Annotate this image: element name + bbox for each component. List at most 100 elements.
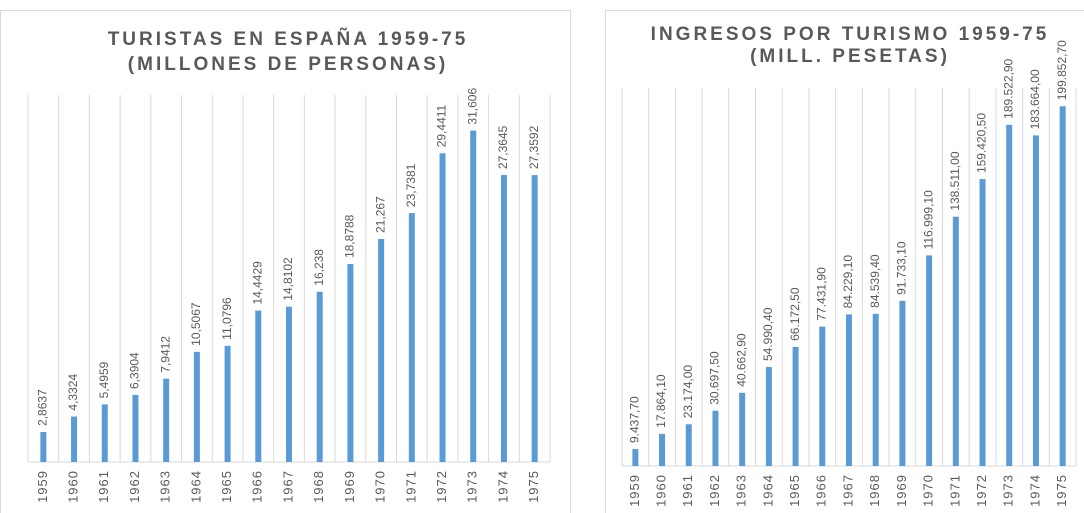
- bar: [439, 153, 446, 462]
- x-tick-label: 1967: [840, 474, 855, 507]
- x-tick-label: 1975: [526, 470, 541, 503]
- bar: [224, 345, 231, 462]
- data-label: 18,8788: [343, 214, 357, 258]
- x-tick-label: 1969: [342, 470, 357, 503]
- x-tick-label: 1968: [311, 470, 326, 503]
- x-tick-label: 1962: [707, 474, 722, 507]
- bar: [193, 351, 200, 462]
- x-tick-label: 1966: [250, 470, 265, 503]
- data-label: 9.437,70: [628, 396, 642, 443]
- x-tick-label: 1961: [680, 474, 695, 507]
- bar: [286, 306, 292, 462]
- data-label: 91.733,10: [895, 241, 909, 295]
- data-label: 23,7381: [404, 163, 418, 207]
- data-label: 23.174,00: [681, 365, 695, 419]
- x-tick-label: 1959: [35, 470, 50, 503]
- data-label: 84.539,40: [868, 254, 882, 308]
- data-label: 6,3904: [128, 352, 142, 389]
- bar: [408, 213, 415, 462]
- x-tick-label: 1961: [96, 470, 111, 503]
- x-tick-label: 1970: [373, 470, 388, 503]
- x-tick-label: 1964: [760, 474, 775, 507]
- bar: [685, 424, 692, 466]
- bar: [846, 314, 852, 466]
- bar: [872, 313, 879, 466]
- data-label: 159.420,50: [975, 113, 989, 173]
- data-label: 2,8637: [36, 389, 50, 426]
- data-label: 84.229,10: [841, 255, 855, 309]
- x-tick-label: 1971: [403, 470, 418, 503]
- bar: [1006, 124, 1013, 467]
- bar: [765, 367, 772, 466]
- x-tick-label: 1960: [65, 470, 80, 503]
- data-label: 7,9412: [158, 336, 172, 373]
- data-label: 183.664,00: [1028, 69, 1042, 129]
- x-tick-label: 1959: [627, 474, 642, 507]
- bar: [163, 378, 170, 462]
- bar: [255, 310, 262, 462]
- bar: [500, 175, 507, 463]
- chart-title: TURISTAS EN ESPAÑA 1959-75: [108, 28, 469, 50]
- chart-title: INGRESOS POR TURISMO 1959-75: [651, 24, 1050, 45]
- data-label: 14,8102: [281, 257, 295, 301]
- bar: [531, 175, 538, 462]
- data-label: 14,4429: [250, 261, 264, 305]
- x-tick-label: 1973: [1001, 474, 1016, 507]
- bar: [347, 264, 354, 462]
- bar: [926, 255, 933, 466]
- x-tick-label: 1974: [1027, 474, 1042, 507]
- x-tick-label: 1971: [947, 474, 962, 507]
- bar: [40, 431, 47, 462]
- x-tick-label: 1970: [921, 474, 936, 507]
- data-label: 10,5067: [189, 302, 203, 346]
- x-tick-label: 1964: [188, 470, 203, 503]
- x-tick-label: 1969: [894, 474, 909, 507]
- bar: [378, 239, 385, 462]
- x-tick-label: 1972: [974, 474, 989, 507]
- x-tick-label: 1967: [280, 470, 295, 503]
- bar: [316, 291, 323, 462]
- data-label: 66.172,50: [788, 287, 802, 341]
- bar: [819, 326, 826, 466]
- x-tick-label: 1973: [465, 470, 480, 503]
- x-tick-label: 1966: [814, 474, 829, 507]
- data-label: 27,3592: [527, 125, 541, 169]
- data-label: 199.852,70: [1055, 40, 1069, 100]
- bar: [101, 404, 108, 462]
- bar: [739, 392, 746, 466]
- bar: [712, 410, 719, 466]
- x-tick-label: 1965: [787, 474, 802, 507]
- data-label: 17.864,10: [654, 374, 668, 428]
- bar: [659, 433, 666, 466]
- x-tick-label: 1963: [734, 474, 749, 507]
- data-label: 116.999,10: [921, 190, 935, 249]
- bar: [899, 300, 906, 466]
- data-label: 5,4959: [97, 361, 111, 398]
- bar: [632, 449, 639, 466]
- data-label: 16,238: [312, 249, 326, 286]
- data-label: 4,3324: [66, 374, 80, 411]
- x-tick-label: 1974: [495, 470, 510, 503]
- x-tick-label: 1965: [219, 470, 234, 503]
- bar: [952, 216, 959, 466]
- x-tick-label: 1968: [867, 474, 882, 507]
- bar: [979, 179, 986, 467]
- bar: [1059, 106, 1066, 466]
- x-tick-label: 1963: [158, 470, 173, 503]
- data-label: 21,267: [373, 196, 387, 233]
- x-tick-label: 1960: [653, 474, 668, 507]
- x-tick-label: 1972: [434, 470, 449, 503]
- data-label: 189.522,90: [1001, 58, 1015, 118]
- data-label: 54.990,40: [761, 307, 775, 361]
- chart-subtitle: (MILLONES DE PERSONAS): [128, 54, 448, 75]
- x-tick-label: 1975: [1054, 474, 1069, 507]
- bar: [132, 394, 139, 462]
- bar: [470, 130, 477, 463]
- data-label: 30.697,50: [708, 351, 722, 405]
- bar: [1032, 135, 1039, 467]
- data-label: 138.511,00: [948, 151, 962, 210]
- chart-subtitle: (MILL. PESETAS): [750, 46, 950, 67]
- x-tick-label: 1962: [127, 470, 142, 503]
- chart-frame: [0, 10, 571, 513]
